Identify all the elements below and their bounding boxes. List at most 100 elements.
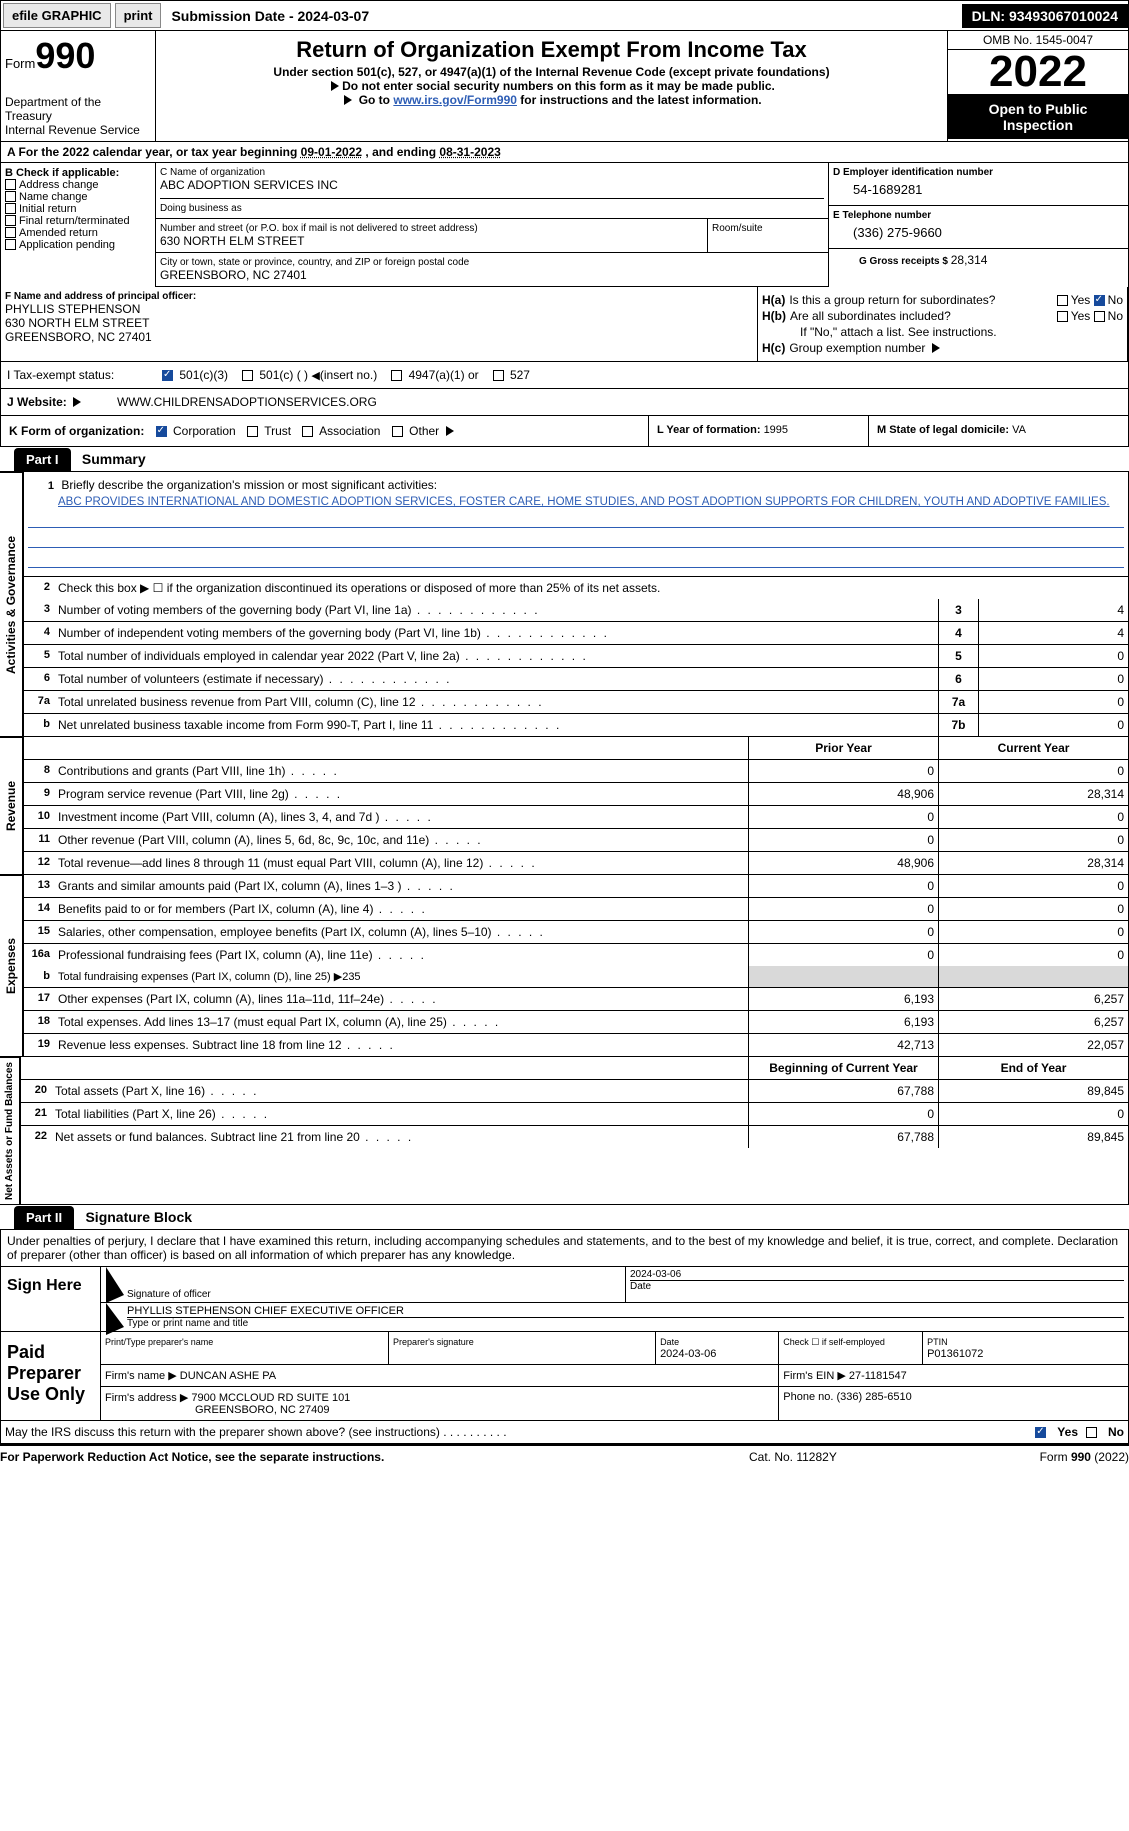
yes-label: Yes	[1071, 293, 1091, 307]
current-year-value: 0	[938, 829, 1128, 851]
form-header: Form990 Department of the Treasury Inter…	[0, 31, 1129, 142]
line-desc: Net assets or fund balances. Subtract li…	[51, 1126, 748, 1148]
checkbox-checked-icon[interactable]	[1094, 295, 1105, 306]
ptin-label: PTIN	[927, 1337, 948, 1347]
dln-label: DLN: 93493067010024	[962, 4, 1128, 28]
shaded-cell	[748, 966, 938, 987]
opt-527: 527	[510, 368, 530, 382]
checkbox-icon[interactable]	[5, 191, 16, 202]
shaded-cell	[938, 966, 1128, 987]
opt-501c: 501(c) ( )	[259, 368, 308, 382]
tel-value: (336) 275-9660	[833, 221, 1124, 244]
arrow-icon	[344, 95, 352, 105]
line-num: 16a	[24, 944, 54, 966]
line-b-desc: Total fundraising expenses (Part IX, col…	[54, 966, 748, 987]
firm-name-value: DUNCAN ASHE PA	[180, 1370, 276, 1382]
officer-h-block: F Name and address of principal officer:…	[0, 287, 1129, 362]
checkbox-checked-icon[interactable]	[1035, 1427, 1046, 1438]
line-num: 9	[24, 783, 54, 805]
open-to-public-badge: Open to Public Inspection	[948, 95, 1128, 139]
checkbox-icon[interactable]	[493, 370, 504, 381]
line-value: 0	[978, 668, 1128, 690]
chk-initial-return: Initial return	[19, 203, 76, 215]
line2-desc: Check this box ▶ ☐ if the organization d…	[54, 577, 1128, 599]
checkbox-icon[interactable]	[5, 227, 16, 238]
summary-line: 18Total expenses. Add lines 13–17 (must …	[24, 1011, 1128, 1034]
line-num: 14	[24, 898, 54, 920]
efile-button[interactable]: efile GRAPHIC	[3, 3, 111, 28]
line2-num: 2	[24, 577, 54, 599]
officer-name-title-label: Type or print name and title	[127, 1317, 1124, 1329]
header-right: OMB No. 1545-0047 2022 Open to Public In…	[948, 31, 1128, 141]
checkbox-icon[interactable]	[5, 215, 16, 226]
checkbox-icon[interactable]	[1094, 311, 1105, 322]
summary-line: 6Total number of volunteers (estimate if…	[24, 668, 1128, 691]
summary-line: 17Other expenses (Part IX, column (A), l…	[24, 988, 1128, 1011]
form-footer-num: 990	[1071, 1450, 1091, 1464]
checkbox-icon[interactable]	[242, 370, 253, 381]
sig-officer-label: Signature of officer	[127, 1289, 621, 1300]
line-desc: Professional fundraising fees (Part IX, …	[54, 944, 748, 966]
firm-addr1-value: 7900 MCCLOUD RD SUITE 101	[191, 1392, 350, 1404]
m-label: M State of legal domicile:	[877, 424, 1012, 436]
page-footer: For Paperwork Reduction Act Notice, see …	[0, 1444, 1129, 1468]
officer-addr2: GREENSBORO, NC 27401	[5, 330, 753, 344]
checkbox-icon[interactable]	[302, 426, 313, 437]
sign-arrow-icon	[101, 1267, 123, 1302]
summary-line: 7aTotal unrelated business revenue from …	[24, 691, 1128, 714]
yes-label: Yes	[1071, 309, 1091, 323]
prior-year-value: 0	[748, 921, 938, 943]
website-label: J Website:	[7, 395, 70, 409]
line-desc: Other revenue (Part VIII, column (A), li…	[54, 829, 748, 851]
line-num: 5	[24, 645, 54, 667]
vtab-activities: Activities & Governance	[0, 472, 23, 737]
checkbox-icon[interactable]	[1086, 1427, 1097, 1438]
taxexempt-label: I Tax-exempt status:	[1, 362, 156, 388]
line-desc: Total number of individuals employed in …	[54, 645, 938, 667]
addr-label: Number and street (or P.O. box if mail i…	[160, 223, 703, 234]
prior-year-value: 67,788	[748, 1080, 938, 1102]
line-key: 4	[938, 622, 978, 644]
print-button[interactable]: print	[115, 3, 162, 28]
officer-name: PHYLLIS STEPHENSON	[5, 302, 753, 316]
checkbox-checked-icon[interactable]	[156, 426, 167, 437]
summary-line: 10Investment income (Part VIII, column (…	[24, 806, 1128, 829]
checkbox-icon[interactable]	[5, 179, 16, 190]
top-bar: efile GRAPHIC print Submission Date - 20…	[0, 0, 1129, 31]
mission-text: ABC PROVIDES INTERNATIONAL AND DOMESTIC …	[58, 496, 1124, 508]
line-value: 0	[978, 691, 1128, 713]
line-value: 4	[978, 622, 1128, 644]
line-desc: Program service revenue (Part VIII, line…	[54, 783, 748, 805]
officer-label: F Name and address of principal officer:	[5, 291, 753, 302]
entity-block: B Check if applicable: Address change Na…	[0, 163, 1129, 287]
discuss-question: May the IRS discuss this return with the…	[5, 1425, 440, 1439]
hc-label: H(c)	[762, 341, 785, 355]
signature-block: Under penalties of perjury, I declare th…	[0, 1230, 1129, 1421]
summary-line: 13Grants and similar amounts paid (Part …	[24, 875, 1128, 898]
prior-year-value: 48,906	[748, 852, 938, 874]
form-number: 990	[35, 35, 95, 76]
blank	[24, 737, 54, 759]
pp-sig-label: Preparer's signature	[393, 1337, 474, 1347]
checkbox-icon[interactable]	[5, 203, 16, 214]
k-corp: Corporation	[173, 424, 236, 438]
hb-label: H(b)	[762, 309, 786, 323]
summary-line: 9Program service revenue (Part VIII, lin…	[24, 783, 1128, 806]
no-label: No	[1108, 1425, 1124, 1439]
checkbox-icon[interactable]	[392, 426, 403, 437]
checkbox-icon[interactable]	[5, 239, 16, 250]
checkbox-icon[interactable]	[391, 370, 402, 381]
org-name-value: ABC ADOPTION SERVICES INC	[160, 178, 824, 192]
current-year-value: 0	[938, 1103, 1128, 1125]
line-desc: Total expenses. Add lines 13–17 (must eq…	[54, 1011, 748, 1033]
checkbox-icon[interactable]	[247, 426, 258, 437]
col-beginning-year: Beginning of Current Year	[748, 1057, 938, 1079]
checkbox-icon[interactable]	[1057, 311, 1068, 322]
checkbox-checked-icon[interactable]	[162, 370, 173, 381]
dots: . . . . . . . . . .	[440, 1425, 507, 1439]
checkbox-icon[interactable]	[1057, 295, 1068, 306]
irs-link[interactable]: www.irs.gov/Form990	[393, 93, 517, 107]
part1-header: Part I	[14, 448, 71, 471]
col-current-year: Current Year	[938, 737, 1128, 759]
chk-amended: Amended return	[19, 227, 98, 239]
